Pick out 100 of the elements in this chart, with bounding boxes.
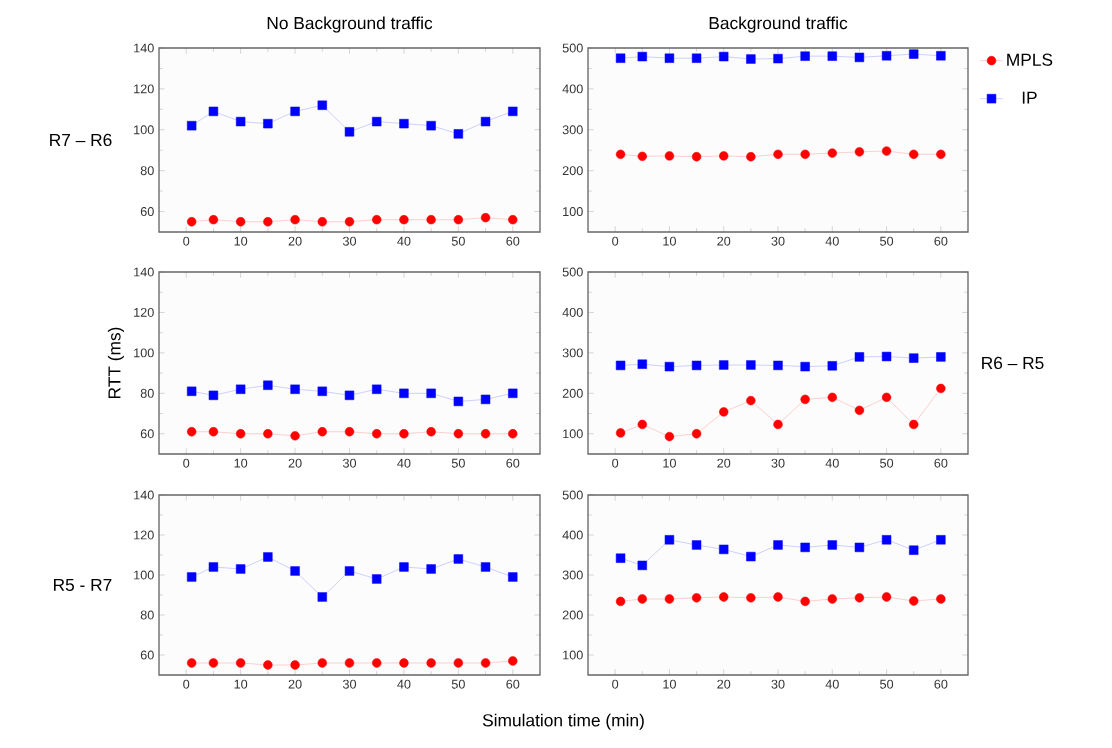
y-tick-label: 400 xyxy=(562,307,583,317)
x-tick-label: 50 xyxy=(451,679,465,689)
x-tick-label: 10 xyxy=(234,458,248,468)
y-tick-label: 60 xyxy=(140,650,154,660)
point xyxy=(936,352,946,362)
point xyxy=(263,380,273,390)
point xyxy=(235,217,246,227)
point xyxy=(800,596,810,607)
point xyxy=(773,53,783,64)
x-tick-label: 20 xyxy=(288,236,302,246)
point xyxy=(637,151,647,162)
point xyxy=(936,149,946,159)
y-tick-label: 300 xyxy=(562,348,583,358)
point xyxy=(615,53,626,63)
point xyxy=(453,658,464,668)
point xyxy=(480,658,491,668)
point xyxy=(290,215,300,225)
point xyxy=(426,388,436,398)
point xyxy=(664,535,675,545)
point xyxy=(372,384,382,394)
point xyxy=(615,553,626,563)
point xyxy=(854,593,865,603)
point xyxy=(317,427,327,437)
x-tick-label: 50 xyxy=(880,458,894,468)
point xyxy=(480,116,491,127)
y-tick-label: 120 xyxy=(134,84,154,94)
point xyxy=(719,51,729,62)
text: R6 – R5 xyxy=(982,356,1044,370)
point xyxy=(317,100,327,110)
point xyxy=(235,429,246,439)
point xyxy=(372,574,382,584)
point xyxy=(691,152,702,162)
y-tick-label: 60 xyxy=(140,429,154,439)
point xyxy=(827,392,837,403)
x-tick-label: 60 xyxy=(506,236,520,246)
point xyxy=(317,386,327,396)
x-tick-label: 0 xyxy=(183,458,190,468)
point xyxy=(719,592,729,602)
x-tick-label: 60 xyxy=(934,679,948,689)
legend-label: MPLS xyxy=(1007,53,1053,66)
point xyxy=(263,118,273,129)
point xyxy=(235,384,246,394)
point xyxy=(664,53,675,63)
point xyxy=(615,596,626,607)
point xyxy=(746,54,756,64)
point xyxy=(773,419,783,430)
point xyxy=(426,215,436,225)
point xyxy=(208,215,219,225)
point xyxy=(290,106,300,117)
point xyxy=(453,215,464,225)
y-tick-label: 500 xyxy=(562,267,583,277)
point xyxy=(773,540,783,550)
point xyxy=(399,562,409,572)
point xyxy=(773,592,783,602)
y-tick-label: 500 xyxy=(562,43,583,53)
point xyxy=(399,429,409,439)
point xyxy=(399,658,409,668)
y-tick-label: 80 xyxy=(140,388,154,398)
x-tick-label: 20 xyxy=(717,679,731,689)
point xyxy=(290,660,300,670)
x-tick-label: 20 xyxy=(288,458,302,468)
point xyxy=(399,215,409,225)
point xyxy=(235,658,246,668)
point xyxy=(691,593,702,603)
x-tick-label: 50 xyxy=(451,236,465,246)
point xyxy=(881,592,892,602)
x-tick-label: 10 xyxy=(234,679,248,689)
point xyxy=(827,361,837,371)
point xyxy=(637,594,647,604)
point xyxy=(691,360,702,371)
point xyxy=(909,596,919,606)
y-tick-label: 140 xyxy=(134,490,154,500)
x-tick-label: 40 xyxy=(825,236,839,246)
point xyxy=(372,116,382,127)
point xyxy=(746,152,756,162)
x-tick-label: 60 xyxy=(934,458,948,468)
y-tick-label: 80 xyxy=(140,166,154,176)
point xyxy=(691,540,702,550)
y-tick-label: 120 xyxy=(134,307,154,317)
point xyxy=(827,540,837,550)
point xyxy=(637,359,647,369)
text: R5 - R7 xyxy=(54,578,112,592)
y-tick-label: 140 xyxy=(134,267,154,277)
point xyxy=(372,658,382,668)
y-tick-label: 200 xyxy=(562,388,583,398)
x-tick-label: 40 xyxy=(825,679,839,689)
y-tick-label: 100 xyxy=(563,429,583,439)
point xyxy=(208,658,219,668)
point xyxy=(746,360,756,370)
point xyxy=(881,351,892,362)
y-tick-label: 120 xyxy=(134,530,154,540)
point xyxy=(719,360,729,370)
point xyxy=(426,564,436,574)
x-tick-label: 40 xyxy=(825,458,839,468)
point xyxy=(881,146,892,156)
point xyxy=(664,594,675,604)
point xyxy=(637,51,647,62)
y-tick-label: 200 xyxy=(562,166,583,176)
point xyxy=(800,149,810,159)
point xyxy=(800,361,810,372)
